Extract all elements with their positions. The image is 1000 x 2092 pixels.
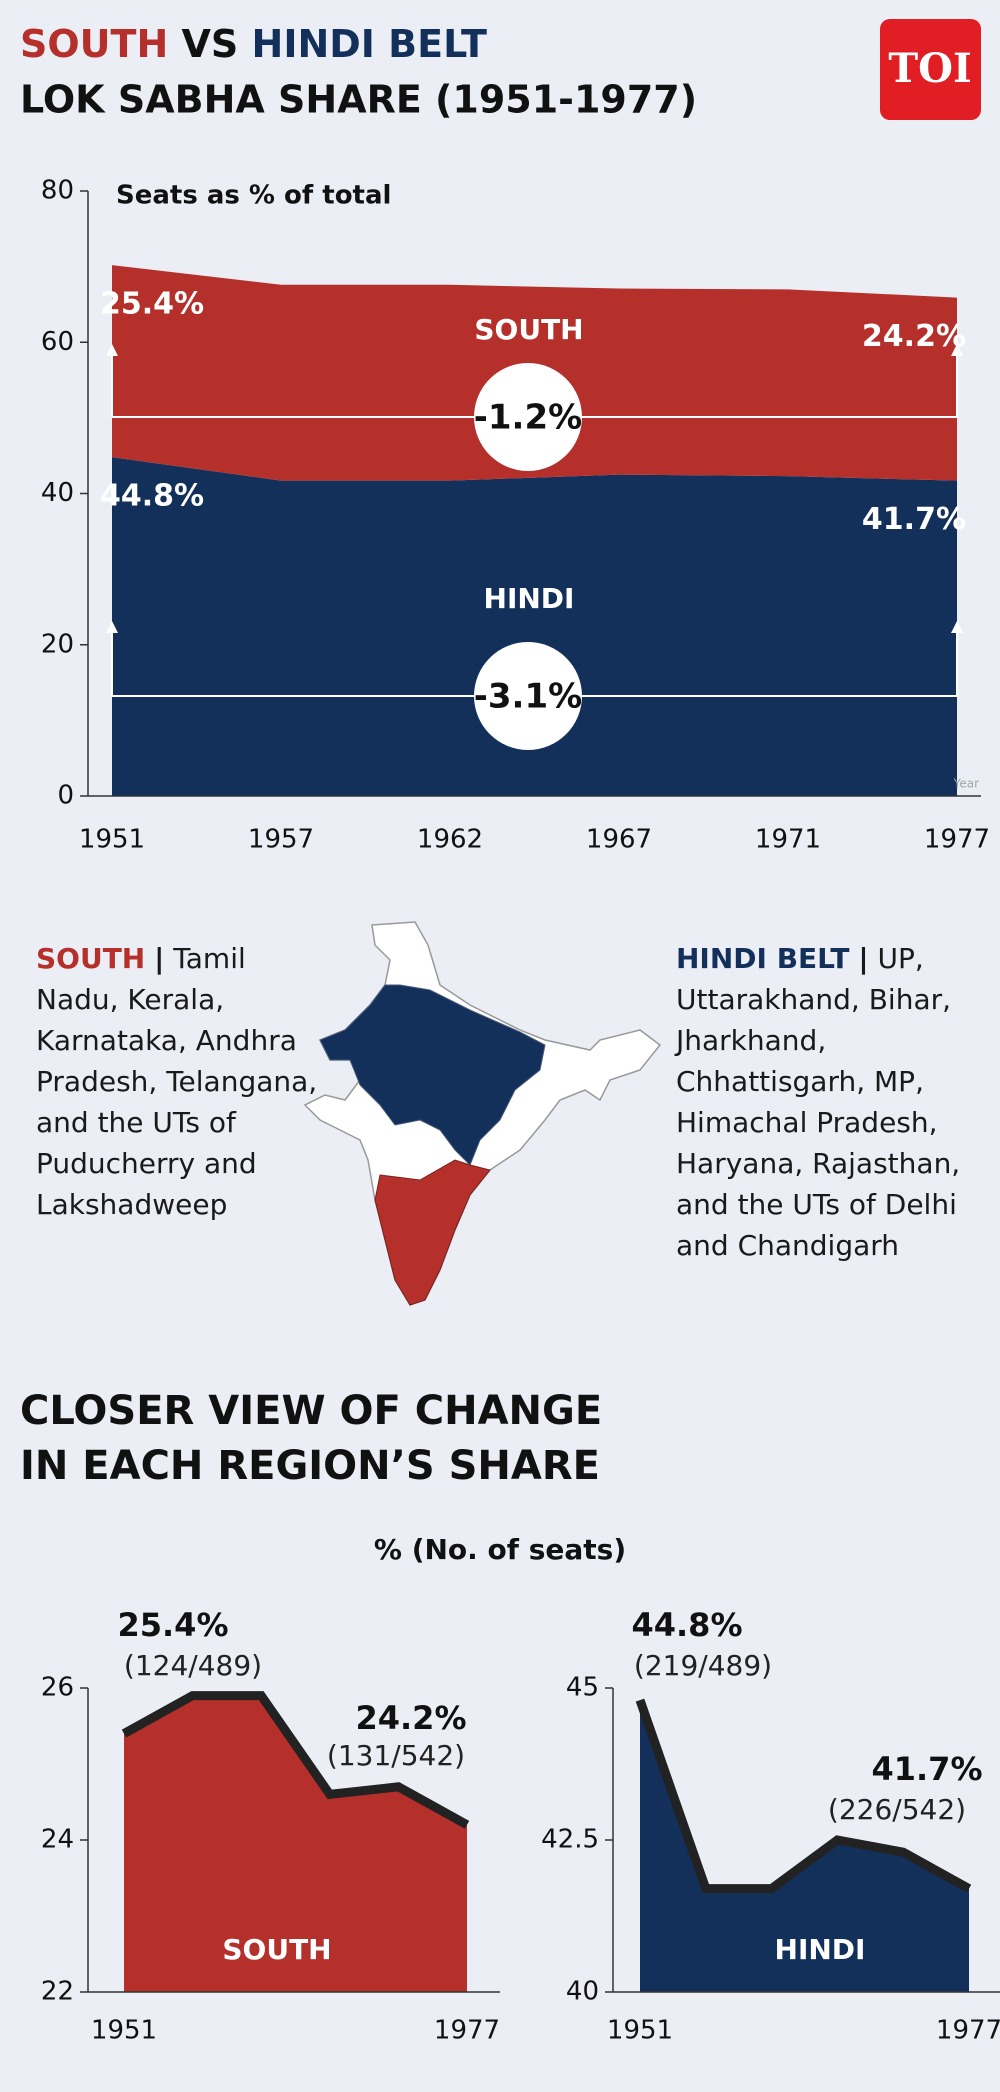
- y-tick-label: 42.5: [541, 1825, 599, 1855]
- region-states: Tamil Nadu, Kerala, Karnataka, Andhra Pr…: [36, 942, 318, 1221]
- x-tick-label: 1977: [924, 825, 990, 855]
- line: [635, 1698, 972, 1894]
- x-tick-label: 1962: [417, 825, 483, 855]
- value-label: 41.7%: [862, 502, 966, 537]
- value-label: 41.7%: [871, 1750, 982, 1788]
- x-tick-label: 1951: [91, 2016, 157, 2046]
- line: [121, 1691, 470, 1829]
- series-label: SOUTH: [474, 313, 583, 346]
- area: [112, 457, 957, 796]
- area: [640, 1700, 969, 1992]
- change-badge: [474, 642, 582, 750]
- x-tick-label: 1951: [607, 2016, 673, 2046]
- x-axis-label: Year: [953, 777, 979, 791]
- value-label: 44.8%: [631, 1606, 742, 1644]
- map-south: [374, 1159, 491, 1306]
- x-tick-label: 1951: [79, 825, 145, 855]
- value-label: 24.2%: [355, 1699, 466, 1737]
- section-title: CLOSER VIEW OF CHANGE: [20, 1388, 602, 1434]
- region-name: HINDI BELT: [676, 942, 850, 975]
- value-label: 25.4%: [117, 1606, 228, 1644]
- y-tick-label: 80: [41, 176, 74, 206]
- y-tick-label: 26: [41, 1673, 74, 1703]
- y-tick-label: 0: [57, 781, 74, 811]
- seat-label: (131/542): [327, 1739, 465, 1772]
- region-states: UP, Uttarakhand, Bihar, Jharkhand, Chhat…: [676, 942, 961, 1262]
- title-part: HINDI BELT: [252, 22, 488, 66]
- series-label: HINDI: [484, 582, 575, 615]
- section-title: IN EACH REGION’S SHARE: [20, 1443, 600, 1489]
- x-tick-label: 1971: [755, 825, 821, 855]
- y-tick-label: 20: [41, 629, 74, 659]
- x-tick-label: 1957: [248, 825, 314, 855]
- region-note: SOUTH | Tamil Nadu, Kerala, Karnataka, A…: [36, 938, 336, 1225]
- title-line: LOK SABHA SHARE (1951-1977): [20, 78, 697, 122]
- region-note: HINDI BELT | UP, Uttarakhand, Bihar, Jha…: [676, 938, 996, 1266]
- area: [124, 1695, 467, 1992]
- logo-box: [880, 19, 981, 120]
- series-label: HINDI: [775, 1933, 866, 1966]
- title: SOUTH VS HINDI BELT: [20, 22, 487, 66]
- x-tick-label: 1967: [586, 825, 652, 855]
- y-tick-label: 24: [41, 1825, 74, 1855]
- title-part: VS: [182, 22, 239, 66]
- y-tick-label: 40: [41, 478, 74, 508]
- y-tick-label: 22: [41, 1977, 74, 2007]
- region-name: SOUTH: [36, 942, 146, 975]
- value-label: 25.4%: [100, 287, 204, 322]
- x-tick-label: 1977: [434, 2016, 500, 2046]
- section-subtitle: % (No. of seats): [374, 1533, 626, 1566]
- value-label: 24.2%: [862, 319, 966, 354]
- series-label: SOUTH: [222, 1933, 331, 1966]
- y-tick-label: 45: [566, 1673, 599, 1703]
- value-label: 44.8%: [100, 479, 204, 514]
- logo: TOI: [888, 45, 971, 92]
- map-hindi-belt: [319, 984, 546, 1166]
- seat-label: (226/542): [828, 1793, 966, 1826]
- x-tick-label: 1977: [936, 2016, 1000, 2046]
- seat-label: (219/489): [634, 1649, 772, 1682]
- change-label: -1.2%: [474, 398, 582, 438]
- map: [303, 921, 662, 1306]
- y-tick-label: 60: [41, 327, 74, 357]
- title-part: SOUTH: [20, 22, 168, 66]
- change-label: -3.1%: [474, 677, 582, 717]
- y-tick-label: 40: [566, 1977, 599, 2007]
- change-badge: [474, 363, 582, 471]
- separator: |: [858, 942, 869, 975]
- seat-label: (124/489): [124, 1649, 262, 1682]
- separator: |: [154, 942, 165, 975]
- y-axis-label: Seats as % of total: [116, 181, 391, 211]
